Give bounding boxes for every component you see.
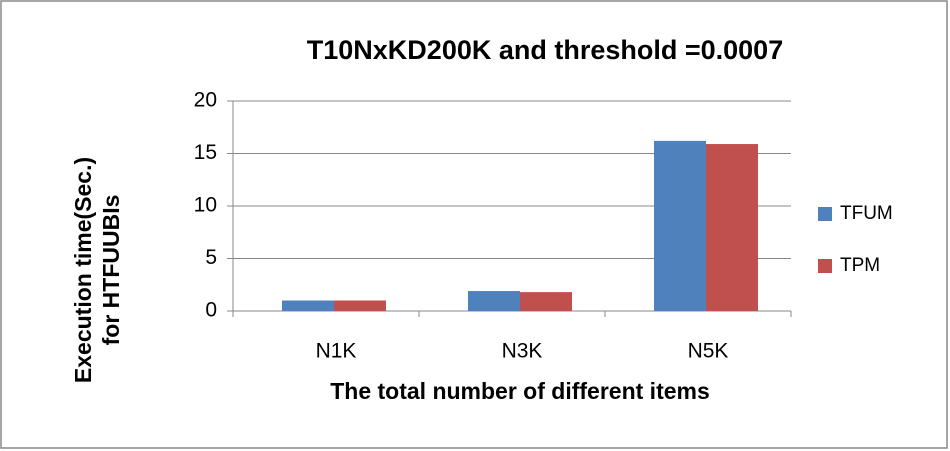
y-axis-title-line: Execution time(Sec.)	[70, 157, 96, 383]
y-axis-title-line: for HTFUUBIs	[98, 195, 124, 346]
x-tick-label: N1K	[316, 340, 357, 363]
bar	[520, 292, 572, 311]
y-axis-title: Execution time(Sec.) for HTFUUBIs	[70, 157, 124, 383]
bar	[654, 140, 706, 311]
legend-swatch	[818, 207, 832, 221]
y-tick-label: 15	[194, 141, 217, 164]
legend-label: TPM	[840, 255, 880, 276]
bar	[706, 144, 758, 311]
bar	[468, 291, 520, 311]
x-tick-label: N3K	[502, 340, 543, 363]
bar	[282, 300, 334, 311]
y-tick-label: 20	[194, 89, 217, 112]
y-tick-label: 10	[194, 194, 217, 217]
legend-swatch	[818, 259, 832, 273]
y-tick-label: 5	[205, 246, 217, 269]
legend-label: TFUM	[840, 203, 893, 224]
x-axis-title: The total number of different items	[330, 378, 710, 404]
y-tick-label: 0	[205, 299, 217, 322]
chart-title: T10NxKD200K and threshold =0.0007	[307, 35, 783, 65]
x-tick-label: N5K	[688, 340, 729, 363]
bar	[334, 300, 386, 311]
